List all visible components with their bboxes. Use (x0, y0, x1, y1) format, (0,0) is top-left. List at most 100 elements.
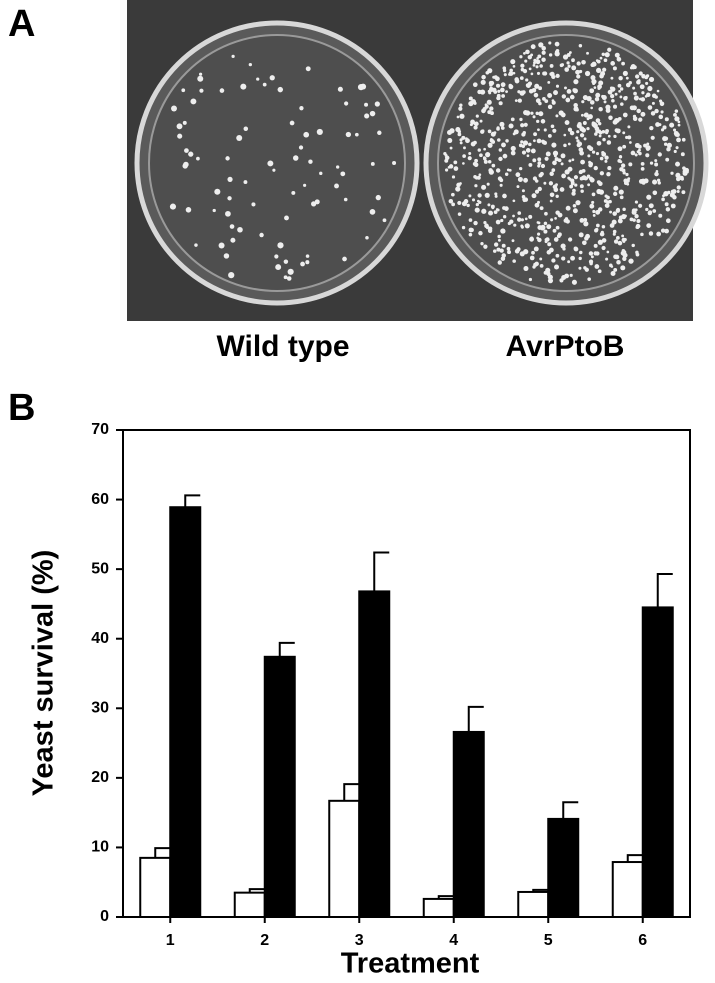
colony (598, 207, 603, 212)
colony (637, 79, 641, 83)
colony (291, 190, 296, 195)
colony (188, 151, 194, 157)
colony (588, 163, 593, 168)
colony (520, 63, 525, 68)
colony (512, 199, 516, 203)
colony (528, 142, 532, 147)
colony (509, 68, 513, 73)
colony (370, 162, 375, 166)
colony (612, 66, 617, 71)
colony (375, 194, 381, 201)
colony (619, 95, 623, 99)
colony (503, 73, 507, 77)
colony (525, 78, 529, 82)
colony (568, 159, 572, 163)
colony (552, 228, 557, 233)
colony (568, 51, 572, 54)
colony (625, 172, 629, 177)
colony (466, 203, 470, 208)
colony (673, 149, 677, 154)
colony (617, 146, 623, 152)
colony (622, 70, 628, 76)
colony (595, 251, 600, 256)
colony (517, 211, 522, 215)
colony (629, 141, 632, 144)
colony (676, 189, 680, 193)
colony (560, 162, 564, 166)
colony (638, 179, 644, 184)
colony (582, 94, 588, 101)
colony (558, 110, 564, 116)
colony (514, 99, 518, 103)
petri-dish-inner (148, 34, 406, 292)
colony (176, 123, 183, 130)
colony (648, 231, 654, 236)
colony (632, 218, 636, 222)
colony (546, 271, 551, 276)
colony (185, 207, 192, 213)
colony (453, 160, 458, 165)
colony (623, 238, 627, 242)
colony (628, 81, 632, 85)
colony (480, 241, 484, 246)
colony (229, 224, 235, 229)
colony (583, 221, 589, 227)
colony (543, 221, 548, 226)
colony (519, 166, 523, 171)
colony (514, 78, 520, 84)
colony (587, 183, 591, 187)
colony (445, 168, 449, 172)
colony (248, 62, 252, 67)
colony (305, 66, 311, 72)
colony (300, 261, 305, 267)
colony (640, 232, 644, 237)
x-tick-label: 1 (166, 932, 175, 949)
colony (600, 71, 606, 77)
colony (610, 271, 616, 276)
colony (357, 84, 365, 91)
colony (496, 127, 500, 131)
colony (616, 260, 621, 265)
colony (565, 205, 571, 211)
colony (497, 238, 501, 242)
colony (544, 156, 549, 161)
colony (555, 183, 558, 187)
colony (616, 56, 622, 62)
colony (530, 111, 534, 115)
colony (457, 129, 462, 134)
colony (607, 166, 612, 171)
colony (277, 86, 284, 93)
colony (612, 229, 617, 234)
colony (575, 200, 581, 206)
colony (538, 111, 544, 117)
colony (613, 117, 620, 124)
colony (654, 171, 659, 177)
colony (656, 178, 661, 182)
colony (652, 209, 657, 213)
colony (492, 249, 497, 253)
colony (569, 184, 574, 189)
colony (236, 135, 243, 142)
colony (530, 148, 536, 154)
colony (606, 250, 610, 254)
colony (563, 133, 567, 137)
x-tick-label: 5 (544, 932, 553, 949)
colony (606, 171, 611, 177)
colony (461, 225, 466, 230)
panel-label: B (8, 387, 35, 429)
colony (532, 265, 536, 269)
colony (567, 64, 571, 68)
colony (601, 151, 607, 157)
colony (575, 136, 579, 140)
colony (459, 113, 465, 119)
colony (519, 117, 523, 122)
colony (538, 42, 544, 48)
colony (589, 100, 595, 105)
colony (337, 86, 343, 92)
plate-label: Wild type (216, 330, 349, 363)
colony (561, 173, 566, 179)
colony (528, 277, 533, 282)
colony (447, 129, 452, 135)
colony (627, 177, 631, 181)
colony (583, 137, 587, 141)
